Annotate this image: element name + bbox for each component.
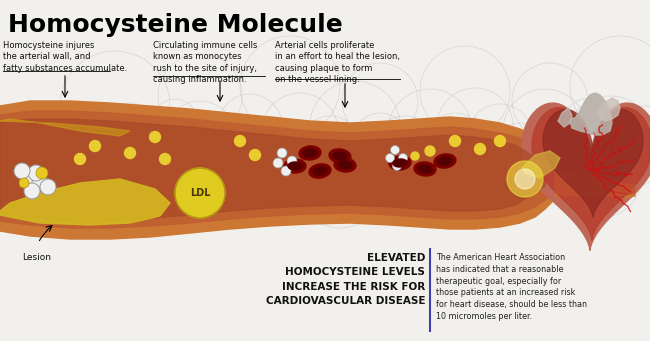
Circle shape: [281, 166, 291, 176]
Ellipse shape: [389, 156, 411, 170]
Circle shape: [250, 149, 261, 161]
Polygon shape: [0, 119, 545, 220]
Text: ELEVATED
HOMOCYSTEINE LEVELS
INCREASE THE RISK FOR
CARDIOVASCULAR DISEASE: ELEVATED HOMOCYSTEINE LEVELS INCREASE TH…: [265, 253, 425, 306]
Polygon shape: [522, 103, 650, 251]
Polygon shape: [0, 119, 130, 136]
Ellipse shape: [334, 158, 356, 172]
Ellipse shape: [333, 152, 347, 160]
Polygon shape: [0, 179, 170, 225]
Circle shape: [391, 146, 400, 154]
Circle shape: [40, 179, 56, 195]
Ellipse shape: [414, 162, 436, 176]
Circle shape: [385, 153, 395, 163]
Polygon shape: [570, 93, 612, 135]
Text: Lesion: Lesion: [22, 253, 51, 262]
Circle shape: [125, 148, 135, 159]
Ellipse shape: [393, 159, 407, 167]
Polygon shape: [555, 169, 635, 196]
Polygon shape: [0, 101, 555, 239]
Text: Homocysteine Molecule: Homocysteine Molecule: [8, 13, 343, 37]
Circle shape: [159, 153, 170, 164]
Polygon shape: [598, 98, 620, 121]
Circle shape: [28, 165, 44, 181]
Circle shape: [398, 153, 408, 163]
Circle shape: [515, 169, 535, 189]
Circle shape: [425, 146, 435, 156]
Polygon shape: [532, 108, 650, 240]
Ellipse shape: [313, 167, 327, 175]
Circle shape: [277, 148, 287, 158]
Text: The American Heart Association
has indicated that a reasonable
therapeutic goal,: The American Heart Association has indic…: [436, 253, 587, 321]
Circle shape: [411, 152, 419, 160]
Text: LDL: LDL: [190, 188, 210, 198]
Ellipse shape: [338, 161, 352, 169]
Circle shape: [175, 168, 225, 218]
Circle shape: [450, 135, 460, 147]
Polygon shape: [522, 151, 560, 178]
Polygon shape: [543, 109, 643, 218]
Circle shape: [14, 163, 30, 179]
Circle shape: [19, 178, 29, 188]
Text: Homocysteine injures
the arterial wall, and
fatty substances accumulate.: Homocysteine injures the arterial wall, …: [3, 41, 127, 73]
Circle shape: [393, 162, 402, 170]
Circle shape: [36, 167, 48, 179]
Ellipse shape: [303, 149, 317, 157]
Ellipse shape: [438, 157, 452, 165]
Ellipse shape: [299, 146, 321, 160]
Text: Circulating immune cells
known as monocytes
rush to the site of injury,
causing : Circulating immune cells known as monocy…: [153, 41, 257, 84]
Circle shape: [90, 140, 101, 151]
Circle shape: [75, 153, 86, 164]
Polygon shape: [558, 108, 572, 127]
Text: Arterial cells proliferate
in an effort to heal the lesion,
causing plaque to fo: Arterial cells proliferate in an effort …: [275, 41, 400, 84]
Polygon shape: [555, 166, 635, 199]
Circle shape: [20, 171, 36, 187]
Circle shape: [507, 161, 543, 197]
Circle shape: [474, 144, 486, 154]
Circle shape: [235, 135, 246, 147]
Circle shape: [273, 158, 283, 168]
Circle shape: [32, 175, 48, 191]
Circle shape: [495, 135, 506, 147]
Ellipse shape: [329, 149, 351, 163]
Circle shape: [287, 156, 297, 166]
Ellipse shape: [434, 154, 456, 168]
Ellipse shape: [418, 165, 432, 173]
Circle shape: [150, 132, 161, 143]
Polygon shape: [0, 111, 555, 228]
Ellipse shape: [288, 162, 302, 170]
Circle shape: [24, 183, 40, 199]
Ellipse shape: [309, 164, 331, 178]
Ellipse shape: [284, 159, 306, 173]
